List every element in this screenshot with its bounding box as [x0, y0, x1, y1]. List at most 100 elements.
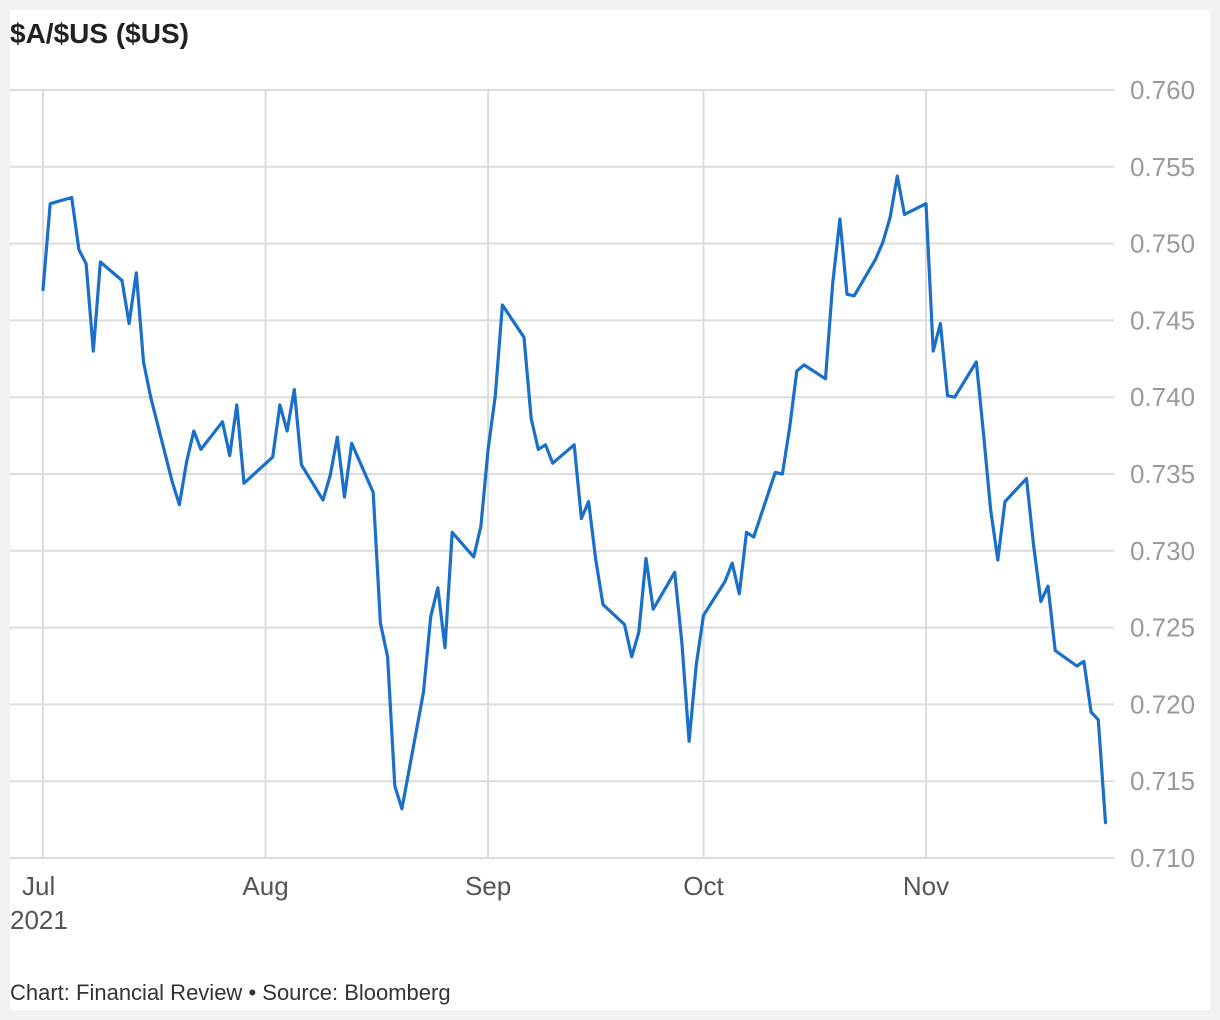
- y-tick-label: 0.735: [1130, 459, 1195, 489]
- data-point: [724, 580, 726, 583]
- data-point: [824, 378, 827, 380]
- data-point: [1097, 719, 1100, 721]
- data-point: [221, 421, 224, 423]
- line-chart: 0.760 0.755 0.750 0.745 0.740 0.735 0.730 0.725…: [10, 75, 1195, 935]
- data-point: [178, 503, 181, 506]
- data-point: [422, 691, 425, 693]
- data-point: [788, 427, 791, 429]
- data-point: [444, 646, 446, 649]
- data-point: [602, 603, 604, 606]
- data-point: [135, 272, 138, 274]
- data-point: [652, 608, 654, 610]
- data-point: [673, 571, 676, 574]
- data-point: [573, 444, 575, 446]
- data-point: [472, 556, 475, 558]
- data-point: [544, 444, 547, 446]
- data-point: [394, 785, 396, 787]
- data-point: [279, 404, 281, 406]
- data-point: [1032, 545, 1035, 547]
- data-point: [638, 631, 640, 633]
- data-point: [1083, 660, 1085, 663]
- data-point: [1040, 600, 1042, 603]
- data-point: [932, 350, 934, 352]
- data-point: [487, 448, 489, 451]
- data-point: [429, 616, 432, 618]
- data-point: [982, 431, 985, 434]
- chart-footer: Chart: Financial Review • Source: Bloomb…: [10, 980, 451, 1006]
- data-point: [975, 361, 978, 363]
- y-tick-label: 0.755: [1130, 152, 1195, 182]
- data-point: [803, 364, 805, 366]
- data-point: [889, 216, 891, 219]
- data-point: [336, 436, 339, 438]
- data-point: [70, 196, 73, 199]
- data-point: [121, 279, 123, 282]
- data-point: [78, 248, 80, 251]
- x-tick-label: Nov: [903, 871, 949, 901]
- data-point: [989, 508, 992, 511]
- data-point: [99, 261, 102, 263]
- data-point: [796, 370, 798, 372]
- data-point: [839, 218, 841, 220]
- data-point: [702, 614, 705, 617]
- data-point: [925, 202, 927, 205]
- data-point: [551, 462, 554, 465]
- y-tick-label: 0.750: [1130, 229, 1195, 259]
- data-point: [580, 517, 583, 520]
- data-point: [645, 557, 647, 560]
- data-point: [85, 262, 87, 265]
- data-point: [322, 499, 324, 501]
- data-point: [480, 525, 482, 527]
- data-point: [494, 394, 497, 397]
- y-tick-label: 0.760: [1130, 75, 1195, 105]
- data-point: [386, 656, 389, 658]
- series-line: [41, 174, 1108, 825]
- data-point: [92, 350, 95, 352]
- data-point: [286, 430, 288, 432]
- data-point: [49, 202, 51, 205]
- data-point: [401, 808, 403, 810]
- source-text: Source: Bloomberg: [262, 980, 451, 1005]
- separator: •: [248, 980, 257, 1005]
- data-point: [1054, 649, 1056, 652]
- data-point: [200, 448, 202, 451]
- data-point: [874, 258, 877, 260]
- data-point: [1076, 665, 1078, 667]
- data-point: [523, 336, 525, 339]
- y-axis-ticks: 0.760 0.755 0.750 0.745 0.740 0.735 0.730 0.725…: [1130, 75, 1195, 873]
- data-point: [236, 404, 238, 406]
- data-point: [530, 417, 532, 420]
- data-point: [437, 586, 439, 589]
- data-point: [372, 491, 375, 494]
- series-layer: [41, 174, 1108, 825]
- data-point: [853, 295, 855, 297]
- data-point: [501, 304, 504, 306]
- y-tick-label: 0.740: [1130, 382, 1195, 412]
- data-point: [896, 175, 899, 177]
- data-point: [997, 559, 999, 561]
- data-point: [1090, 711, 1092, 713]
- data-point: [128, 322, 130, 325]
- y-tick-label: 0.730: [1130, 536, 1195, 566]
- x-axis-ticks: Jul 2021 Aug Sep Oct Nov: [10, 871, 949, 935]
- gridlines: [10, 89, 1114, 859]
- y-tick-label: 0.710: [1130, 843, 1195, 873]
- x-tick-label: Jul: [22, 871, 55, 901]
- data-point: [745, 531, 748, 534]
- data-point: [752, 536, 755, 538]
- data-point: [1047, 585, 1049, 587]
- data-point: [882, 241, 884, 243]
- data-point: [681, 642, 683, 644]
- data-point: [451, 531, 454, 534]
- data-point: [379, 622, 382, 624]
- y-tick-label: 0.725: [1130, 613, 1195, 643]
- data-point: [293, 388, 296, 391]
- data-point: [831, 282, 834, 285]
- x-tick-label: Aug: [242, 871, 288, 901]
- data-point: [193, 430, 195, 432]
- chart-card: $A/$US ($US) 0.760 0.755 0.750 0.745 0.740 0.…: [10, 10, 1210, 1010]
- data-point: [1025, 477, 1028, 480]
- credit-text: Chart: Financial Review: [10, 980, 243, 1005]
- data-point: [343, 496, 346, 498]
- data-point: [228, 454, 231, 457]
